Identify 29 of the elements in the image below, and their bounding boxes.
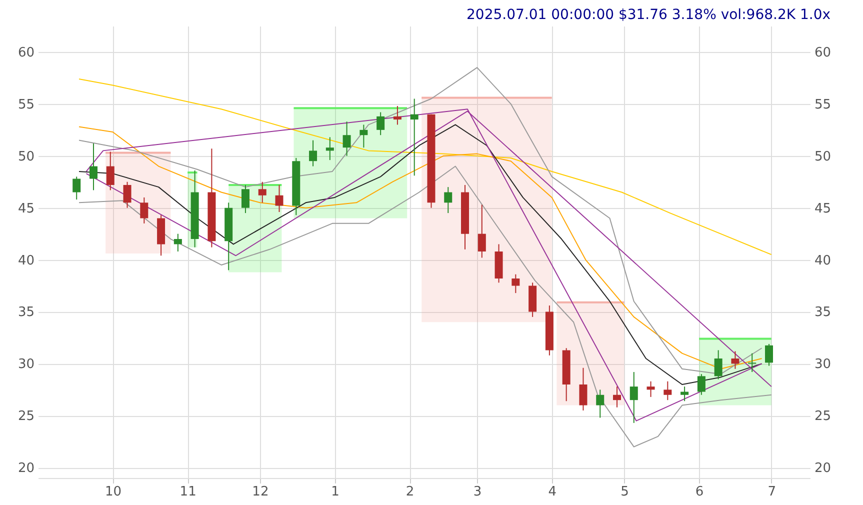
x-tick-label: 7 — [768, 484, 776, 500]
y-tick-label: 35 — [18, 305, 34, 320]
y-tick-label: 25 — [18, 409, 34, 424]
x-tick-label: 6 — [695, 484, 704, 500]
y-tick-label: 20 — [18, 461, 34, 476]
y2-tick-label: 25 — [814, 409, 832, 424]
y2-tick-label: 50 — [814, 149, 832, 164]
y2-tick-label: 30 — [814, 357, 832, 372]
x-tick-label: 5 — [620, 484, 629, 500]
x-tick-label: 1 — [331, 484, 340, 500]
y2-tick-label: 35 — [814, 305, 832, 320]
y-tick-label: 60 — [18, 45, 34, 60]
chart-title: 2025.07.01 00:00:00 $31.76 3.18% vol:968.2K 1.0x — [466, 7, 831, 23]
x-tick-label: 4 — [548, 484, 557, 500]
y-tick-label: 30 — [18, 357, 34, 372]
x-tick-label: 2 — [406, 484, 414, 500]
y2-tick-label: 55 — [814, 97, 832, 112]
x-tick-label: 3 — [473, 484, 482, 500]
y2-tick-label: 20 — [814, 461, 832, 476]
x-tick-label: 11 — [180, 484, 196, 500]
y2-tick-label: 40 — [814, 253, 832, 268]
y2-tick-label: 60 — [814, 45, 832, 60]
y2-tick-label: 45 — [814, 201, 832, 216]
y-tick-label: 40 — [18, 253, 34, 268]
y-tick-label: 50 — [18, 149, 34, 164]
y-tick-label: 45 — [18, 201, 34, 216]
x-tick-label: 10 — [105, 484, 122, 500]
y-tick-label: 55 — [18, 97, 34, 112]
x-tick-label: 12 — [252, 484, 269, 500]
